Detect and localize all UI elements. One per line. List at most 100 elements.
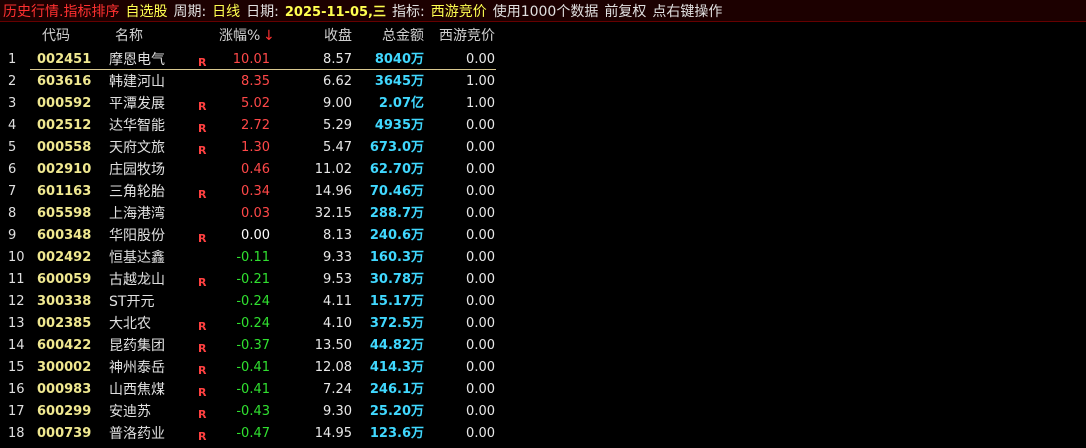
stock-name[interactable]: 三角轮胎 xyxy=(109,184,165,200)
indicator-value: 0.00 xyxy=(466,162,495,177)
close: 9.53 xyxy=(323,272,352,287)
stock-name[interactable]: 普洛药业 xyxy=(109,426,165,442)
stock-name[interactable]: ST开元 xyxy=(109,294,155,310)
stock-name[interactable]: 昆药集团 xyxy=(109,338,165,354)
flag: R xyxy=(198,188,207,201)
close: 5.47 xyxy=(323,140,352,155)
stock-code[interactable]: 600348 xyxy=(37,228,92,243)
row-number: 16 xyxy=(8,382,25,397)
stock-code[interactable]: 600059 xyxy=(37,272,92,287)
stock-code[interactable]: 300338 xyxy=(37,294,92,309)
change: 0.03 xyxy=(241,206,270,221)
close: 13.50 xyxy=(314,338,352,353)
header-close[interactable]: 收盘 xyxy=(324,28,352,44)
stock-name[interactable]: 庄园牧场 xyxy=(109,162,165,178)
stock-code[interactable]: 002492 xyxy=(37,250,92,265)
stock-name[interactable]: 古越龙山 xyxy=(109,272,165,288)
amount: 62.70万 xyxy=(369,162,424,177)
close: 8.57 xyxy=(323,52,352,67)
stock-name[interactable]: 安迪苏 xyxy=(109,404,151,420)
stock-code[interactable]: 603616 xyxy=(37,74,92,89)
date[interactable]: 2025-11-05,三 xyxy=(284,5,386,20)
header-indicator[interactable]: 西游竞价 xyxy=(439,28,495,44)
stock-code[interactable]: 000592 xyxy=(37,96,92,111)
stock-name[interactable]: 恒基达鑫 xyxy=(109,250,165,266)
close: 14.95 xyxy=(314,426,352,441)
indicator[interactable]: 西游竞价 xyxy=(430,3,487,20)
stock-code[interactable]: 000558 xyxy=(37,140,92,155)
stock-name[interactable]: 华阳股份 xyxy=(109,228,165,244)
toolbar: 历史行情.指标排序 自选股 周期: 日线 日期: 2025-11-05,三 指标… xyxy=(0,0,1086,22)
stock-name[interactable]: 达华智能 xyxy=(109,118,165,134)
stock-name[interactable]: 神州泰岳 xyxy=(109,360,165,376)
stock-code[interactable]: 600422 xyxy=(37,338,92,353)
adjust[interactable]: 前复权 xyxy=(604,3,647,20)
stock-code[interactable]: 002512 xyxy=(37,118,92,133)
amount: 240.6万 xyxy=(369,228,424,243)
stock-code[interactable]: 000739 xyxy=(37,426,92,441)
stock-code[interactable]: 000983 xyxy=(37,382,92,397)
header-name[interactable]: 名称 xyxy=(115,28,143,44)
amount: 25.20万 xyxy=(369,404,424,419)
flag: R xyxy=(198,276,207,289)
flag: R xyxy=(198,56,207,69)
close: 8.13 xyxy=(323,228,352,243)
header-change[interactable]: 涨幅% xyxy=(219,28,261,44)
close: 7.24 xyxy=(323,382,352,397)
indicator-value: 0.00 xyxy=(466,382,495,397)
data-count: 使用1000个数据 xyxy=(492,3,599,20)
close: 11.02 xyxy=(314,162,352,177)
row-number: 6 xyxy=(8,162,17,177)
flag: R xyxy=(198,342,207,355)
header-code[interactable]: 代码 xyxy=(42,28,70,44)
close: 6.62 xyxy=(323,74,352,89)
amount: 15.17万 xyxy=(369,294,424,309)
stock-name[interactable]: 摩恩电气 xyxy=(109,52,165,68)
row-number: 7 xyxy=(8,184,17,199)
stock-name[interactable]: 山西焦煤 xyxy=(109,382,165,398)
close: 32.15 xyxy=(314,206,352,221)
row-number: 12 xyxy=(8,294,25,309)
indicator-value: 0.00 xyxy=(466,426,495,441)
change: 8.35 xyxy=(241,74,270,89)
stock-code[interactable]: 300002 xyxy=(37,360,92,375)
stock-code[interactable]: 002910 xyxy=(37,162,92,177)
selected-row-line xyxy=(30,69,496,70)
flag: R xyxy=(198,408,207,421)
stock-code[interactable]: 605598 xyxy=(37,206,92,221)
period-label: 周期: xyxy=(173,3,207,20)
amount: 70.46万 xyxy=(369,184,424,199)
period[interactable]: 日线 xyxy=(212,3,241,20)
stock-name[interactable]: 平潭发展 xyxy=(109,96,165,112)
indicator-value: 0.00 xyxy=(466,250,495,265)
flag: R xyxy=(198,320,207,333)
header-amount[interactable]: 总金额 xyxy=(382,28,424,44)
stock-code[interactable]: 601163 xyxy=(37,184,92,199)
flag: R xyxy=(198,232,207,245)
stock-name[interactable]: 大北农 xyxy=(109,316,151,332)
date-label: 日期: xyxy=(246,3,279,20)
indicator-value: 0.00 xyxy=(466,140,495,155)
amount: 3645万 xyxy=(374,74,424,89)
amount: 288.7万 xyxy=(369,206,424,221)
change: -0.24 xyxy=(236,316,270,331)
row-number: 17 xyxy=(8,404,25,419)
change: -0.41 xyxy=(236,382,270,397)
stock-name[interactable]: 韩建河山 xyxy=(109,74,165,90)
close: 14.96 xyxy=(314,184,352,199)
stock-name[interactable]: 上海港湾 xyxy=(109,206,165,222)
indicator-value: 0.00 xyxy=(466,360,495,375)
stock-code[interactable]: 002451 xyxy=(37,52,92,67)
title[interactable]: 历史行情.指标排序 xyxy=(3,3,120,20)
stock-code[interactable]: 002385 xyxy=(37,316,92,331)
board[interactable]: 自选股 xyxy=(125,3,168,20)
amount: 123.6万 xyxy=(369,426,424,441)
stock-code[interactable]: 600299 xyxy=(37,404,92,419)
indicator-value: 0.00 xyxy=(466,52,495,67)
close: 9.30 xyxy=(323,404,352,419)
stock-name[interactable]: 天府文旅 xyxy=(109,140,165,156)
row-number: 3 xyxy=(8,96,17,111)
row-number: 13 xyxy=(8,316,25,331)
indicator-value: 1.00 xyxy=(466,74,495,89)
row-number: 15 xyxy=(8,360,25,375)
